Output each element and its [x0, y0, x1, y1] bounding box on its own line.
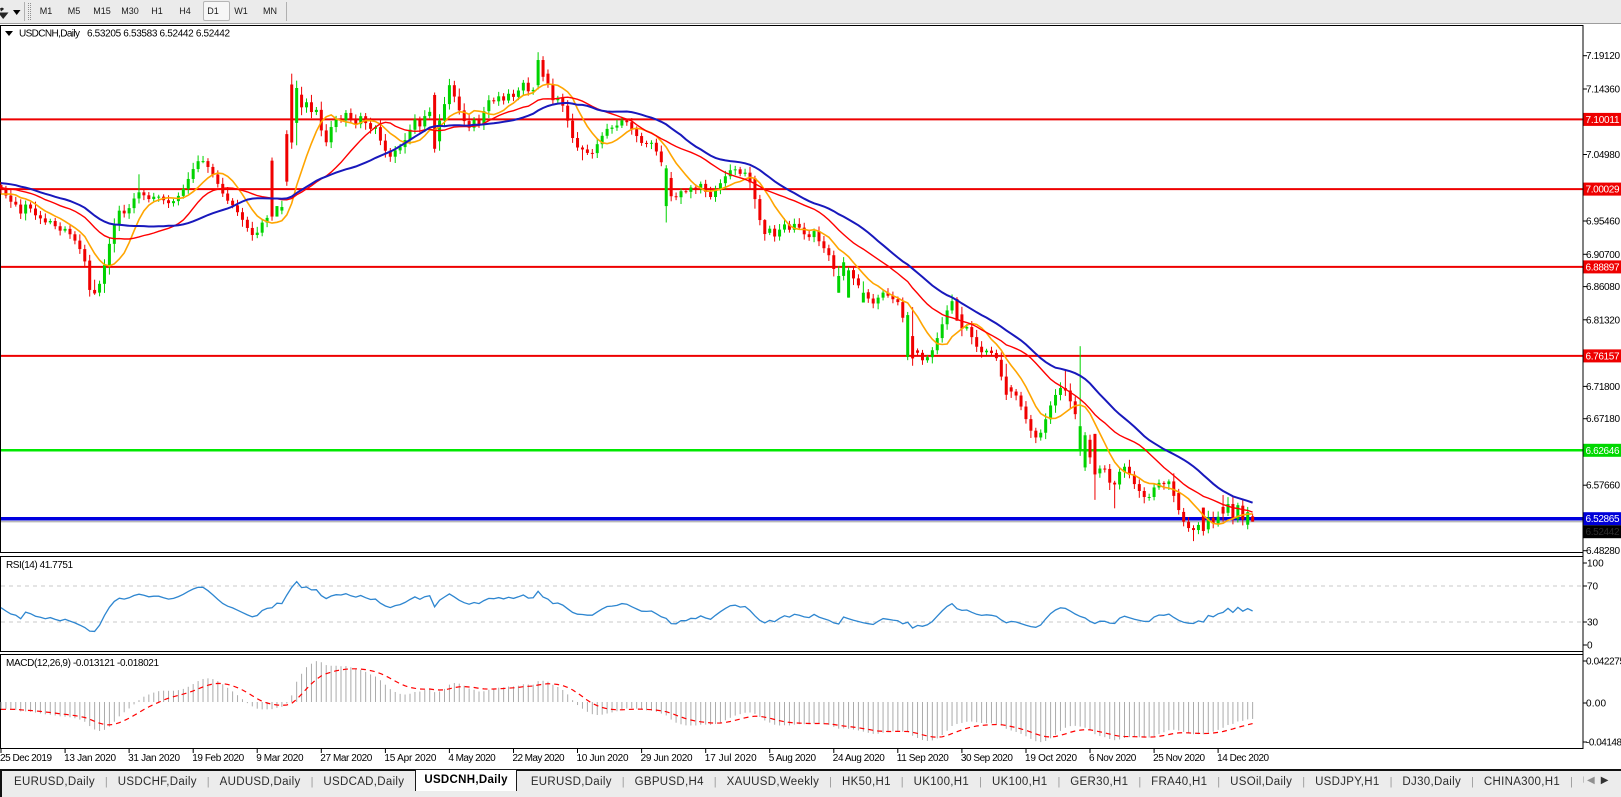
svg-text:RSI(14) 41.7751: RSI(14) 41.7751: [6, 560, 73, 571]
svg-text:9 Mar 2020: 9 Mar 2020: [256, 753, 304, 764]
svg-text:7.19120: 7.19120: [1586, 51, 1620, 62]
svg-text:6.57660: 6.57660: [1586, 481, 1620, 492]
svg-text:17 Jul 2020: 17 Jul 2020: [705, 753, 757, 764]
svg-text:25 Nov 2020: 25 Nov 2020: [1153, 753, 1205, 764]
svg-text:6.95460: 6.95460: [1586, 217, 1620, 228]
svg-text:30 Sep 2020: 30 Sep 2020: [961, 753, 1013, 764]
svg-text:6.90700: 6.90700: [1586, 250, 1620, 261]
svg-text:100: 100: [1587, 559, 1604, 570]
svg-text:6.71800: 6.71800: [1586, 382, 1620, 393]
svg-text:6.81320: 6.81320: [1586, 315, 1620, 326]
svg-text:4 May 2020: 4 May 2020: [448, 753, 496, 764]
svg-text:6.52865: 6.52865: [1586, 514, 1620, 525]
svg-text:0.042275: 0.042275: [1586, 657, 1621, 668]
svg-text:29 Jun 2020: 29 Jun 2020: [641, 753, 693, 764]
svg-text:27 Mar 2020: 27 Mar 2020: [320, 753, 372, 764]
svg-text:6.88897: 6.88897: [1586, 262, 1620, 273]
svg-text:70: 70: [1587, 582, 1599, 593]
svg-text:MACD(12,26,9) -0.013121 -0.018: MACD(12,26,9) -0.013121 -0.018021: [6, 658, 159, 669]
svg-text:7.04980: 7.04980: [1586, 150, 1620, 161]
svg-text:-0.04148: -0.04148: [1586, 738, 1621, 749]
svg-text:0: 0: [1587, 641, 1593, 652]
svg-text:31 Jan 2020: 31 Jan 2020: [128, 753, 180, 764]
svg-text:6.53205 6.53583 6.52442 6.5244: 6.53205 6.53583 6.52442 6.52442: [87, 29, 230, 40]
svg-text:30: 30: [1587, 618, 1599, 629]
svg-text:13 Jan 2020: 13 Jan 2020: [64, 753, 116, 764]
svg-text:6.86080: 6.86080: [1586, 282, 1620, 293]
svg-text:19 Oct 2020: 19 Oct 2020: [1025, 753, 1077, 764]
svg-text:10 Jun 2020: 10 Jun 2020: [577, 753, 629, 764]
svg-text:0.00: 0.00: [1586, 699, 1606, 710]
svg-text:7.00029: 7.00029: [1586, 185, 1620, 196]
svg-text:22 May 2020: 22 May 2020: [513, 753, 565, 764]
svg-text:6 Nov 2020: 6 Nov 2020: [1089, 753, 1137, 764]
svg-text:7.14360: 7.14360: [1586, 85, 1620, 96]
svg-text:19 Feb 2020: 19 Feb 2020: [192, 753, 244, 764]
svg-text:6.52442: 6.52442: [1586, 527, 1620, 538]
svg-text:11 Sep 2020: 11 Sep 2020: [897, 753, 949, 764]
svg-text:15 Apr 2020: 15 Apr 2020: [384, 753, 436, 764]
svg-text:6.67180: 6.67180: [1586, 414, 1620, 425]
svg-text:USDCNH,Daily: USDCNH,Daily: [19, 29, 80, 40]
svg-text:5 Aug 2020: 5 Aug 2020: [769, 753, 817, 764]
svg-text:24 Aug 2020: 24 Aug 2020: [833, 753, 885, 764]
svg-text:6.48280: 6.48280: [1586, 546, 1620, 557]
svg-text:6.76157: 6.76157: [1586, 351, 1620, 362]
svg-text:7.10011: 7.10011: [1586, 115, 1620, 126]
svg-text:14 Dec 2020: 14 Dec 2020: [1217, 753, 1269, 764]
svg-text:6.62646: 6.62646: [1586, 446, 1620, 457]
svg-text:25 Dec 2019: 25 Dec 2019: [0, 753, 52, 764]
